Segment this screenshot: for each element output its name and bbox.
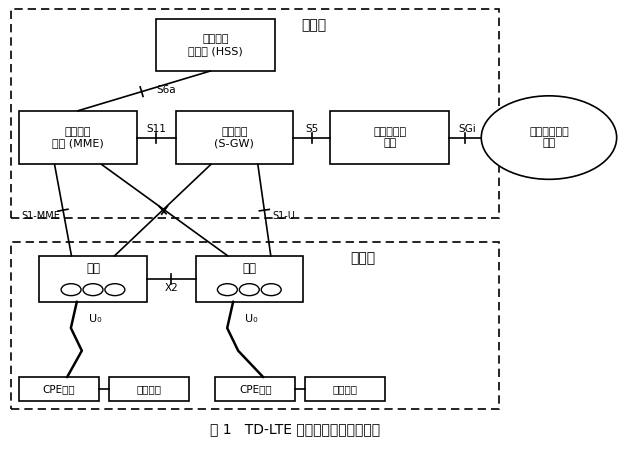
Bar [195,256,303,301]
Text: 基站: 基站 [86,262,100,275]
Bar [176,111,293,164]
Text: 核心网: 核心网 [301,18,326,32]
Text: CPE终端: CPE终端 [43,384,76,394]
Text: 图 1   TD-LTE 电力专网基本组网架构: 图 1 TD-LTE 电力专网基本组网架构 [210,422,380,436]
Text: 移动管理
实体 (MME): 移动管理 实体 (MME) [52,127,104,148]
Text: U₀: U₀ [245,314,258,324]
Text: 业务终端: 业务终端 [333,384,357,394]
Text: 业务终端: 业务终端 [136,384,161,394]
Text: CPE终端: CPE终端 [239,384,272,394]
Text: SGi: SGi [459,124,476,134]
Ellipse shape [261,284,281,296]
Bar [20,377,99,401]
Bar [11,242,499,409]
Bar [39,256,147,301]
Ellipse shape [239,284,260,296]
Text: S6a: S6a [156,85,176,95]
Text: U₀: U₀ [89,314,101,324]
Ellipse shape [481,96,617,179]
Ellipse shape [83,284,103,296]
Text: 归属签约
服务器 (HSS): 归属签约 服务器 (HSS) [188,34,243,56]
Text: S1-U: S1-U [273,211,295,221]
Text: X2: X2 [164,283,178,292]
Ellipse shape [217,284,238,296]
Text: 基站: 基站 [243,262,256,275]
Bar [11,9,499,218]
Bar [109,377,188,401]
Bar [156,19,275,71]
Bar [20,111,137,164]
Ellipse shape [105,284,125,296]
Bar [305,377,385,401]
Text: 服务网关
(S-GW): 服务网关 (S-GW) [214,127,255,148]
Text: S5: S5 [305,124,318,134]
Text: 分组数据网
网关: 分组数据网 网关 [373,127,406,148]
Text: 接入网: 接入网 [350,251,375,265]
Text: S1-MME: S1-MME [21,211,60,221]
Ellipse shape [61,284,81,296]
Bar [215,377,295,401]
Text: S11: S11 [146,124,166,134]
Bar [330,111,449,164]
Text: 电力业务主站
系统: 电力业务主站 系统 [529,127,569,148]
